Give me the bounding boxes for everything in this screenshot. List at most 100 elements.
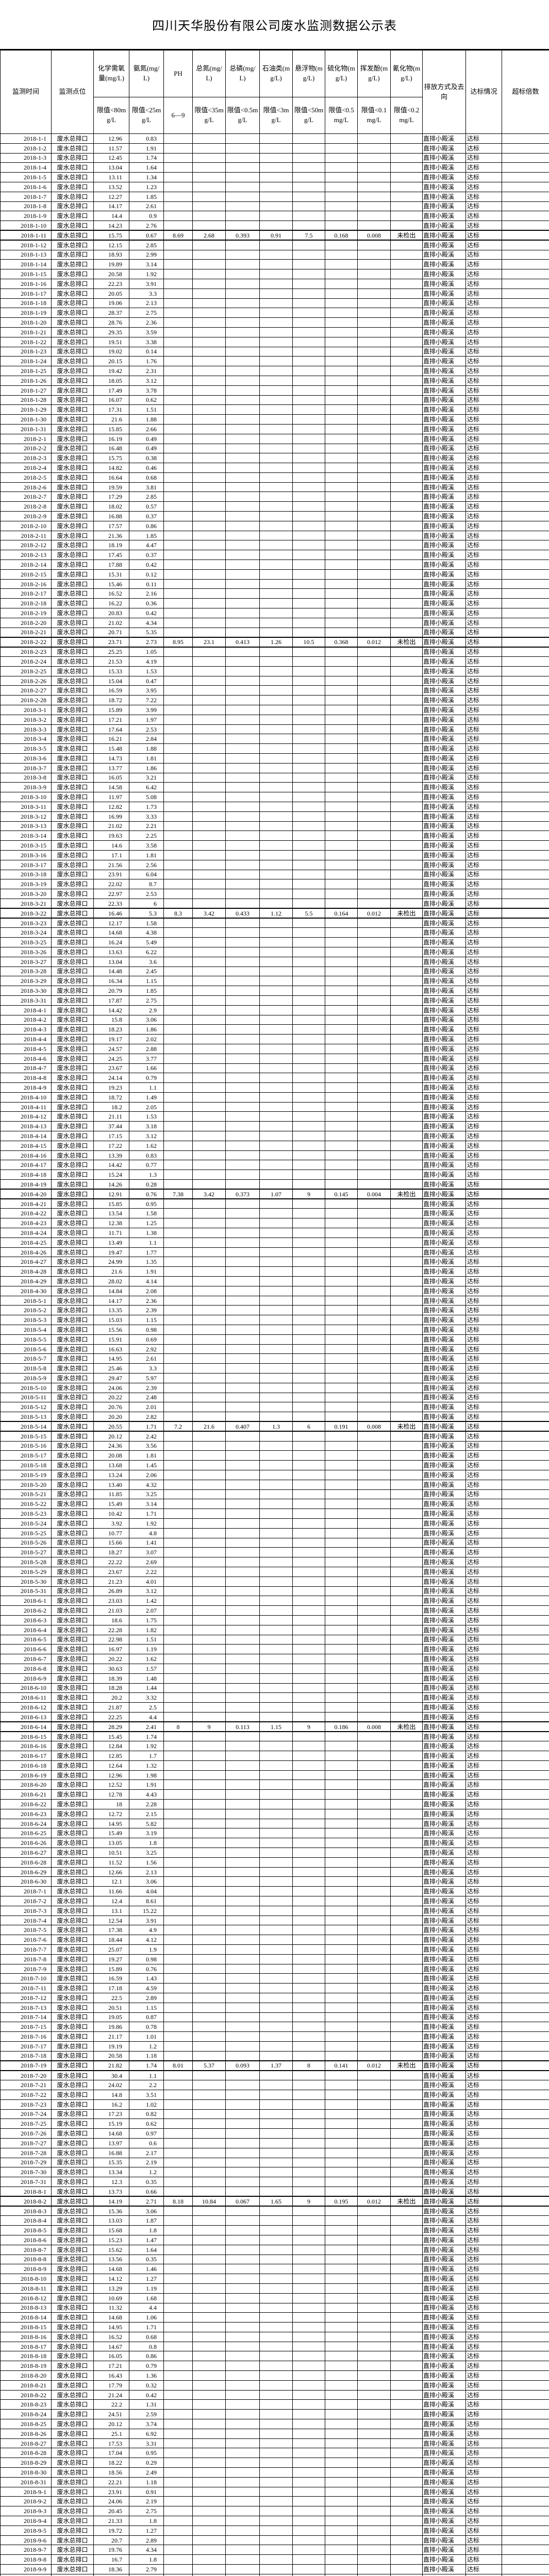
- cell-tn: [192, 482, 226, 493]
- cell-sulfide: [325, 1101, 358, 1112]
- cell-cod: 15.49: [93, 1828, 129, 1839]
- cell-compliance: 达标: [465, 443, 502, 454]
- cell-tn: [192, 249, 226, 260]
- cell-sulfide: [325, 685, 358, 696]
- cell-date: 2018-7-18: [0, 2050, 52, 2061]
- cell-phenol: [357, 2022, 391, 2032]
- cell-oil: [259, 1101, 293, 1112]
- cell-tn: 9: [192, 1721, 226, 1732]
- cell-site: 废水总排口: [51, 1431, 94, 1442]
- cell-cod: 30.63: [93, 1663, 129, 1674]
- cell-sulfide: [325, 1741, 358, 1752]
- cell-site: 废水总排口: [51, 423, 94, 434]
- cell-sulfide: [325, 1509, 358, 1519]
- cell-discharge: 直排小殿溪: [422, 1121, 466, 1132]
- cell-discharge: 直排小殿溪: [422, 2215, 466, 2226]
- cell-tn: [192, 1479, 226, 1490]
- cell-ss: [292, 1615, 325, 1625]
- cell-cyanide: [390, 1799, 423, 1809]
- cell-ss: [292, 734, 325, 744]
- cell-site: 废水总排口: [51, 1896, 94, 1906]
- cell-exceed: [502, 1198, 549, 1209]
- cell-ss: [292, 685, 325, 696]
- cell-nh3: 5.49: [129, 937, 164, 947]
- cell-site: 废水总排口: [51, 501, 94, 512]
- cell-tp: [225, 2138, 260, 2148]
- cell-exceed: [502, 2399, 549, 2410]
- cell-phenol: [357, 753, 391, 764]
- cell-cyanide: [390, 2428, 423, 2439]
- cell-cod: 10.51: [93, 1848, 129, 1858]
- cell-discharge: 直排小殿溪: [422, 1780, 466, 1790]
- cell-tp: [225, 1935, 260, 1945]
- cell-nh3: 0.36: [129, 598, 164, 609]
- cell-tp: [225, 1954, 260, 1964]
- cell-discharge: 直排小殿溪: [422, 1935, 466, 1945]
- cell-sulfide: [325, 1963, 358, 1974]
- table-row: 2018-5-5 废水总排口 15.91 0.69 直排小殿溪 达标: [0, 1334, 549, 1345]
- cell-exceed: [502, 588, 549, 599]
- cell-discharge: 直排小殿溪: [422, 2312, 466, 2323]
- col-header-monitor-time: 监测时间: [0, 49, 52, 134]
- cell-site: 废水总排口: [51, 2215, 94, 2226]
- cell-phenol: [357, 2341, 391, 2352]
- cell-cod: 20.12: [93, 2419, 129, 2429]
- cell-sulfide: [325, 782, 358, 793]
- cell-ss: [292, 1973, 325, 1984]
- cell-cod: 15.8: [93, 1014, 129, 1025]
- cell-exceed: [502, 1557, 549, 1567]
- cell-cyanide: [390, 181, 423, 192]
- cell-phenol: [357, 317, 391, 328]
- cell-site: 废水总排口: [51, 918, 94, 928]
- cell-ph: [163, 1005, 193, 1015]
- cell-site: 废水总排口: [51, 1034, 94, 1044]
- cell-exceed: [502, 608, 549, 618]
- cell-nh3: 3.78: [129, 385, 164, 396]
- cell-oil: [259, 1499, 293, 1510]
- cell-ph: [163, 1886, 193, 1897]
- cell-tp: [225, 278, 260, 289]
- cell-compliance: 达标: [465, 1867, 502, 1877]
- cell-date: 2018-5-13: [0, 1412, 52, 1422]
- cell-cyanide: [390, 143, 423, 154]
- cell-exceed: [502, 927, 549, 938]
- cell-cod: 14.58: [93, 782, 129, 793]
- cell-cyanide: [390, 1518, 423, 1529]
- cell-tn: [192, 1131, 226, 1141]
- cell-cod: 22.25: [93, 1711, 129, 1722]
- cell-date: 2018-6-25: [0, 1828, 52, 1839]
- cell-cod: 25.07: [93, 1944, 129, 1955]
- cell-nh3: 2.36: [129, 1295, 164, 1306]
- cell-ss: [292, 259, 325, 270]
- cell-compliance: 达标: [465, 1848, 502, 1858]
- cell-tp: [225, 2302, 260, 2313]
- cell-oil: [259, 1305, 293, 1316]
- limit-cyanide: 限值<0.2mg/L: [390, 97, 423, 134]
- cell-exceed: [502, 1789, 549, 1800]
- cell-exceed: [502, 898, 549, 909]
- cell-phenol: [357, 2389, 391, 2400]
- cell-oil: [259, 1460, 293, 1470]
- cell-date: 2018-8-22: [0, 2389, 52, 2400]
- cell-exceed: [502, 501, 549, 512]
- cell-phenol: [357, 840, 391, 851]
- cell-site: 废水总排口: [51, 1140, 94, 1151]
- cell-tp: [225, 2293, 260, 2303]
- cell-nh3: 0.38: [129, 453, 164, 464]
- cell-exceed: [502, 995, 549, 1006]
- cell-oil: [259, 2147, 293, 2158]
- cell-nh3: 1.88: [129, 414, 164, 425]
- cell-discharge: 直排小殿溪: [422, 2244, 466, 2255]
- cell-site: 废水总排口: [51, 1634, 94, 1645]
- cell-site: 废水总排口: [51, 956, 94, 967]
- cell-oil: [259, 2545, 293, 2555]
- cell-tn: [192, 1218, 226, 1229]
- cell-compliance: 达标: [465, 1692, 502, 1703]
- cell-sulfide: [325, 1412, 358, 1422]
- cell-compliance: 达标: [465, 1605, 502, 1616]
- cell-exceed: [502, 1925, 549, 1936]
- cell-oil: [259, 946, 293, 957]
- cell-exceed: [502, 2525, 549, 2536]
- cell-date: 2018-1-16: [0, 278, 52, 289]
- cell-date: 2018-3-31: [0, 995, 52, 1006]
